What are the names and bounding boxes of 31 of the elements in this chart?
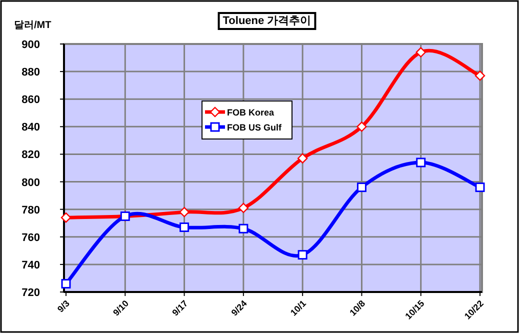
y-tick-label: 800 (22, 176, 40, 189)
y-tick-label: 740 (22, 259, 40, 272)
point (475, 182, 485, 192)
point (356, 122, 367, 132)
point (416, 47, 426, 58)
legend-label: FOB US Gulf (227, 122, 282, 132)
point (298, 250, 308, 260)
y-tick-label: 900 (22, 39, 40, 51)
point (356, 182, 366, 192)
y-tick-label: 780 (22, 204, 40, 216)
y-tick-label: 720 (22, 287, 40, 299)
point (238, 202, 249, 214)
y-tick-label: 760 (22, 232, 40, 244)
point (297, 153, 308, 164)
point (60, 212, 72, 223)
y-tick-label: 880 (22, 66, 40, 79)
point (61, 278, 71, 288)
y-axis-title: 달러/MT (14, 20, 52, 31)
x-tick-label: 9/10 (111, 298, 131, 318)
x-tick-label: 9/3 (55, 298, 72, 314)
point (238, 224, 248, 234)
point (180, 222, 190, 232)
point (416, 158, 426, 168)
y-tick-label: 820 (22, 149, 40, 162)
point (179, 206, 190, 218)
legend-label: FOB Korea (227, 108, 276, 118)
y-tick-label: 860 (22, 94, 40, 106)
chart-title: Toluene 가격추이 (222, 15, 312, 27)
y-tick-label: 840 (22, 122, 40, 134)
x-tick-label: 10/1 (288, 298, 308, 318)
point (474, 70, 486, 81)
